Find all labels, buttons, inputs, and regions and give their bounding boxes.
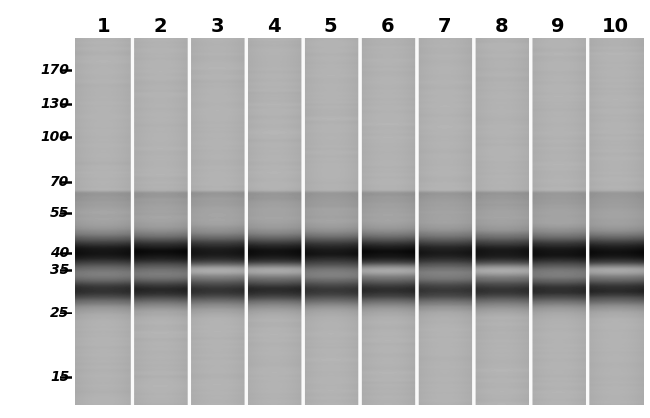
Text: 35: 35 [50,263,70,277]
Text: 7: 7 [437,17,451,36]
Text: 8: 8 [495,17,508,36]
Text: 2: 2 [153,17,167,36]
Text: 10: 10 [601,17,629,36]
Text: 9: 9 [551,17,565,36]
Text: 40: 40 [50,246,70,260]
Text: 6: 6 [381,17,395,36]
Text: 70: 70 [50,176,70,189]
Text: 55: 55 [50,206,70,220]
Text: 1: 1 [96,17,110,36]
Text: 25: 25 [50,306,70,320]
Text: 170: 170 [41,63,70,77]
Text: 3: 3 [210,17,224,36]
Text: 130: 130 [41,97,70,111]
Text: 100: 100 [41,130,70,144]
Text: 4: 4 [267,17,281,36]
Text: 5: 5 [324,17,337,36]
Text: 15: 15 [50,370,70,384]
